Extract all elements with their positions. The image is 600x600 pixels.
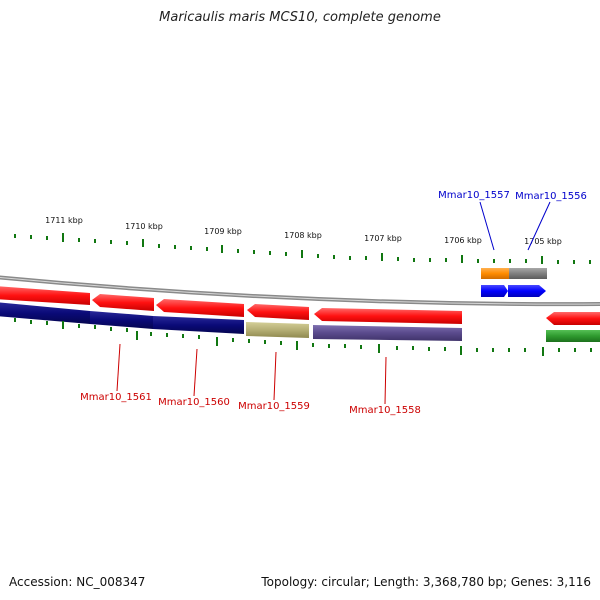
gene-mmar10-1558[interactable] (314, 308, 462, 324)
scale-label: 1708 kbp (284, 231, 322, 240)
callout-line (193, 348, 198, 397)
gene-label[interactable]: Mmar10_1556 (515, 191, 587, 202)
gene-mmar10-1560[interactable] (156, 299, 244, 317)
navy-feature[interactable] (90, 311, 153, 329)
callout-line (273, 351, 277, 401)
gene-label[interactable]: Mmar10_1559 (238, 401, 310, 412)
navy-feature[interactable] (153, 316, 244, 334)
olive-feature[interactable] (246, 322, 309, 338)
scale-label: 1706 kbp (444, 236, 482, 245)
genome-summary: Topology: circular; Length: 3,368,780 bp… (261, 575, 591, 589)
navy-feature[interactable] (0, 302, 90, 324)
cds-block-right[interactable] (546, 312, 600, 325)
genome-title: Maricaulis maris MCS10, complete genome (159, 10, 441, 25)
scale-label: 1710 kbp (125, 222, 163, 231)
scale-label: 1709 kbp (204, 227, 242, 236)
gene-label[interactable]: Mmar10_1558 (349, 405, 421, 416)
callout-line (479, 201, 495, 251)
gene-label[interactable]: Mmar10_1557 (438, 190, 510, 201)
gene-mmar10-1557[interactable] (481, 285, 508, 297)
upper-scale-ticks (14, 233, 591, 264)
gene-mmar10-1559[interactable] (247, 304, 309, 320)
gray-feature[interactable] (509, 268, 547, 279)
scale-label: 1705 kbp (524, 237, 562, 246)
scale-label: 1711 kbp (45, 216, 83, 225)
gene-label[interactable]: Mmar10_1561 (80, 392, 152, 403)
gene-mmar10-1561[interactable] (92, 294, 154, 311)
gene-mmar10-1556[interactable] (508, 285, 546, 297)
orange-feature[interactable] (481, 268, 509, 279)
purple-feature[interactable] (313, 325, 462, 341)
lower-scale-ticks (14, 318, 592, 356)
cds-block[interactable] (0, 286, 90, 305)
callout-line (116, 343, 121, 392)
scale-label: 1707 kbp (364, 234, 402, 243)
accession: Accession: NC_008347 (9, 575, 146, 589)
green-feature[interactable] (546, 330, 600, 342)
callout-line (384, 356, 387, 405)
callout-line (527, 201, 551, 251)
gene-label[interactable]: Mmar10_1560 (158, 397, 230, 408)
